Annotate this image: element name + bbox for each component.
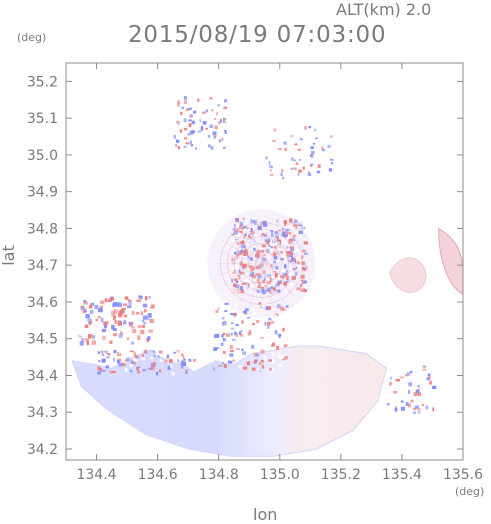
y-tick-label: 34.2 — [27, 442, 58, 458]
y-axis-unit: (deg) — [17, 31, 47, 44]
east-edge — [386, 365, 437, 414]
northeast-positive-cell — [438, 227, 463, 296]
plot-frame — [65, 62, 464, 461]
y-tick-label: 34.6 — [27, 295, 58, 311]
axis-ticks: 134.4 134.6 134.8 135.0 135.2 135.4 135.6 34.2 3… — [27, 63, 483, 483]
northwest-clusters — [173, 96, 228, 150]
x-axis-unit: (deg) — [455, 485, 485, 498]
x-tick-label: 134.6 — [138, 467, 178, 483]
y-tick-label: 35.0 — [27, 148, 58, 164]
y-tick-label: 35.2 — [27, 74, 58, 90]
x-tick-label: 135.0 — [260, 467, 300, 483]
southwest-band — [97, 349, 196, 376]
x-axis-label: lon — [253, 505, 278, 524]
y-tick-label: 34.9 — [27, 185, 58, 201]
x-tick-label: 135.4 — [382, 467, 422, 483]
y-tick-label: 34.8 — [27, 221, 58, 237]
y-tick-label: 34.5 — [27, 332, 58, 348]
chart-datetime-title: 2015/08/19 07:03:00 — [128, 22, 387, 48]
west-cluster — [78, 295, 155, 346]
north-cluster — [265, 126, 334, 180]
y-tick-label: 34.3 — [27, 405, 58, 421]
arc-band — [212, 302, 289, 372]
x-tick-label: 134.4 — [76, 467, 116, 483]
y-tick-label: 35.1 — [27, 111, 58, 127]
x-tick-label: 135.2 — [321, 467, 361, 483]
radar-rings — [215, 217, 308, 310]
x-tick-label: 134.8 — [199, 467, 239, 483]
x-tick-label: 135.6 — [443, 467, 483, 483]
altitude-label: ALT(km) 2.0 — [336, 0, 432, 19]
east-positive-cell — [389, 257, 427, 293]
y-tick-label: 34.4 — [27, 368, 58, 384]
y-tick-label: 34.7 — [27, 258, 58, 274]
